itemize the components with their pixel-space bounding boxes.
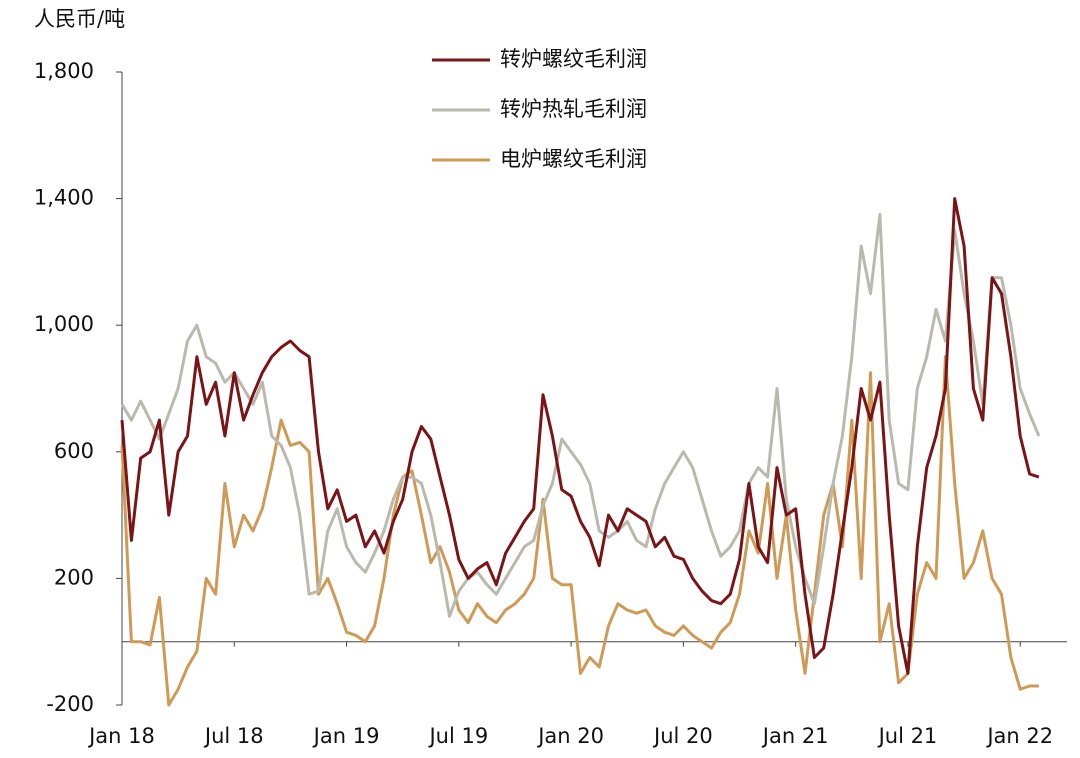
x-tick-label: Jan 18 bbox=[87, 724, 155, 748]
y-tick-label: 1,400 bbox=[34, 186, 94, 210]
legend-label: 电炉螺纹毛利润 bbox=[500, 147, 647, 171]
x-tick-label: Jul 21 bbox=[877, 724, 938, 748]
y-tick-label: 1,000 bbox=[34, 312, 94, 336]
x-tick-label: Jul 18 bbox=[203, 724, 264, 748]
y-tick-label: -200 bbox=[46, 692, 94, 716]
x-tick-label: Jan 19 bbox=[312, 724, 380, 748]
y-tick-label: 200 bbox=[54, 565, 94, 589]
x-tick-label: Jan 20 bbox=[536, 724, 604, 748]
line-series bbox=[120, 212, 1041, 618]
legend-label: 转炉热轧毛利润 bbox=[500, 97, 647, 121]
line-series bbox=[120, 197, 1040, 675]
x-tick-label: Jan 21 bbox=[761, 724, 829, 748]
y-axis-label: 人民币/吨 bbox=[34, 7, 125, 31]
x-tick-label: Jul 19 bbox=[427, 724, 488, 748]
x-tick-label: Jul 20 bbox=[652, 724, 713, 748]
legend-label: 转炉螺纹毛利润 bbox=[500, 47, 647, 71]
y-tick-label: 600 bbox=[54, 439, 94, 463]
y-tick-label: 1,800 bbox=[34, 59, 94, 83]
x-tick-label: Jan 22 bbox=[985, 724, 1053, 748]
line-series bbox=[120, 355, 1039, 707]
